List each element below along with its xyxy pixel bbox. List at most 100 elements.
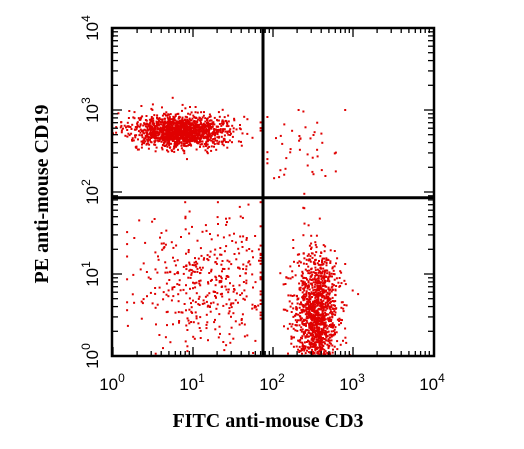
data-point xyxy=(146,134,149,137)
data-point xyxy=(318,336,321,339)
data-point xyxy=(185,130,187,133)
data-point xyxy=(308,308,311,311)
data-point xyxy=(169,146,172,149)
data-point xyxy=(302,346,305,349)
data-point xyxy=(192,270,195,273)
data-point xyxy=(318,353,321,356)
data-point xyxy=(174,113,177,116)
data-point xyxy=(206,147,209,150)
data-point xyxy=(312,281,315,284)
data-point xyxy=(186,132,189,135)
data-point xyxy=(339,343,342,346)
data-point xyxy=(238,252,241,255)
data-point xyxy=(306,269,309,272)
data-point xyxy=(333,273,336,276)
data-point xyxy=(319,275,322,278)
data-point xyxy=(317,293,320,296)
data-point xyxy=(136,121,139,124)
data-point xyxy=(234,241,237,244)
data-point xyxy=(330,335,333,338)
data-point xyxy=(217,130,220,133)
data-point xyxy=(205,300,208,303)
data-point xyxy=(344,327,347,330)
data-point xyxy=(156,271,159,274)
data-point xyxy=(322,275,325,278)
data-point xyxy=(193,140,196,143)
data-point xyxy=(325,297,328,300)
data-point xyxy=(215,125,218,128)
data-point xyxy=(323,348,326,351)
data-point xyxy=(307,284,310,287)
data-point xyxy=(242,263,245,266)
data-point xyxy=(157,134,159,137)
data-point xyxy=(302,110,305,113)
data-point xyxy=(209,250,212,253)
data-point xyxy=(240,318,243,320)
data-point xyxy=(209,115,212,118)
data-point xyxy=(242,281,245,283)
data-point xyxy=(321,333,323,336)
data-point xyxy=(299,350,302,353)
data-point xyxy=(205,313,208,316)
data-point xyxy=(324,318,327,321)
data-point xyxy=(134,136,137,139)
data-point xyxy=(298,345,301,348)
data-point xyxy=(259,259,262,262)
data-point xyxy=(331,266,334,269)
data-point xyxy=(215,296,217,299)
data-point xyxy=(301,310,304,313)
data-point xyxy=(174,130,177,133)
data-point xyxy=(302,348,305,350)
data-point xyxy=(316,295,319,298)
data-point xyxy=(139,123,142,126)
data-point xyxy=(120,121,123,124)
data-point xyxy=(343,304,346,306)
data-point xyxy=(328,280,331,283)
data-point xyxy=(245,238,248,241)
data-point xyxy=(166,129,169,132)
data-point xyxy=(243,323,246,326)
data-point xyxy=(232,284,235,287)
data-point xyxy=(302,297,304,300)
data-point xyxy=(237,266,239,269)
data-point xyxy=(303,283,305,286)
data-point xyxy=(173,117,175,120)
data-point xyxy=(214,284,217,287)
data-point xyxy=(318,314,321,316)
data-point xyxy=(292,315,295,318)
data-point xyxy=(312,261,315,264)
data-point xyxy=(251,303,254,306)
data-point xyxy=(182,136,185,139)
data-point xyxy=(305,283,307,285)
data-point xyxy=(303,257,306,260)
data-point xyxy=(300,330,303,333)
data-point xyxy=(194,126,196,129)
data-point xyxy=(176,125,179,128)
data-point xyxy=(200,137,203,140)
data-point xyxy=(194,257,196,260)
data-point xyxy=(307,265,310,268)
data-point xyxy=(152,123,155,126)
data-point xyxy=(323,257,325,260)
data-point xyxy=(345,341,348,344)
data-point xyxy=(154,125,157,128)
data-point xyxy=(154,251,157,254)
data-point xyxy=(307,300,309,303)
data-point xyxy=(328,299,331,301)
data-point xyxy=(189,137,192,139)
data-point xyxy=(210,149,213,152)
data-point xyxy=(324,245,327,248)
data-point xyxy=(166,310,169,313)
data-point xyxy=(126,301,129,304)
data-point xyxy=(313,316,316,319)
data-point xyxy=(233,119,236,122)
data-point xyxy=(138,118,141,121)
data-point xyxy=(154,287,157,289)
data-point xyxy=(217,223,219,225)
data-point xyxy=(326,269,329,272)
data-point xyxy=(168,279,171,281)
data-point xyxy=(324,342,326,345)
data-point xyxy=(324,311,327,314)
data-point xyxy=(140,300,143,303)
data-point xyxy=(127,132,130,135)
